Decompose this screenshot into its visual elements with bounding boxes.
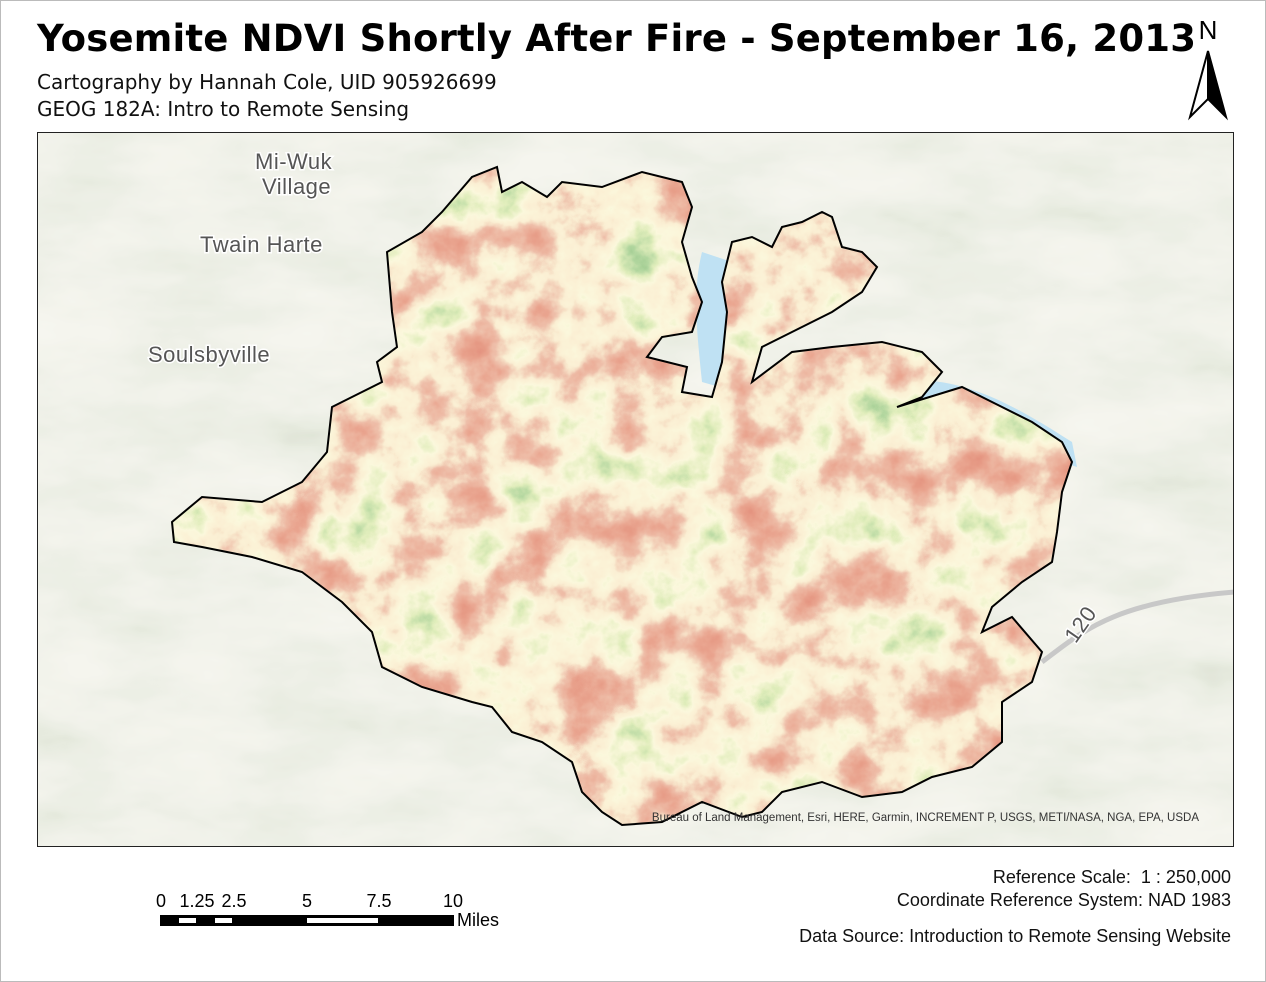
scale-tick: 7.5 bbox=[366, 891, 392, 911]
north-arrow-icon: N bbox=[1184, 13, 1234, 123]
place-label-soulsbyville: Soulsbyville bbox=[148, 342, 270, 367]
scale-tick: 5 bbox=[301, 891, 313, 911]
data-source: Data Source: Introduction to Remote Sens… bbox=[799, 926, 1231, 946]
scale-units: Miles bbox=[457, 910, 500, 930]
map-canvas[interactable]: Mi-Wuk Village Twain Harte Soulsbyville … bbox=[38, 133, 1234, 847]
scale-tick: 1.25 bbox=[179, 891, 215, 911]
course-label: GEOG 182A: Intro to Remote Sensing bbox=[37, 97, 410, 121]
scale-tick: 2.5 bbox=[221, 891, 247, 911]
scale-tick: 0 bbox=[155, 891, 167, 911]
scale-tick: 10 bbox=[442, 891, 464, 911]
map-title: Yosemite NDVI Shortly After Fire - Septe… bbox=[37, 17, 1197, 60]
reference-scale: Reference Scale: 1 : 250,000 bbox=[992, 867, 1231, 887]
cartographer-credit: Cartography by Hannah Cole, UID 90592669… bbox=[37, 70, 497, 94]
place-label-village: Village bbox=[262, 174, 331, 199]
map-attribution: Bureau of Land Management, Esri, HERE, G… bbox=[651, 812, 1199, 824]
place-label-mi-wuk: Mi-Wuk bbox=[255, 149, 333, 174]
highway-120 bbox=[1040, 589, 1233, 664]
north-label: N bbox=[1199, 15, 1218, 45]
place-label-twain-harte: Twain Harte bbox=[200, 232, 323, 257]
map-frame[interactable]: Mi-Wuk Village Twain Harte Soulsbyville … bbox=[37, 132, 1234, 847]
scale-bar: 0 1.25 2.5 5 7.5 10 Miles bbox=[151, 886, 531, 936]
coordinate-system: Coordinate Reference System: NAD 1983 bbox=[896, 890, 1231, 910]
